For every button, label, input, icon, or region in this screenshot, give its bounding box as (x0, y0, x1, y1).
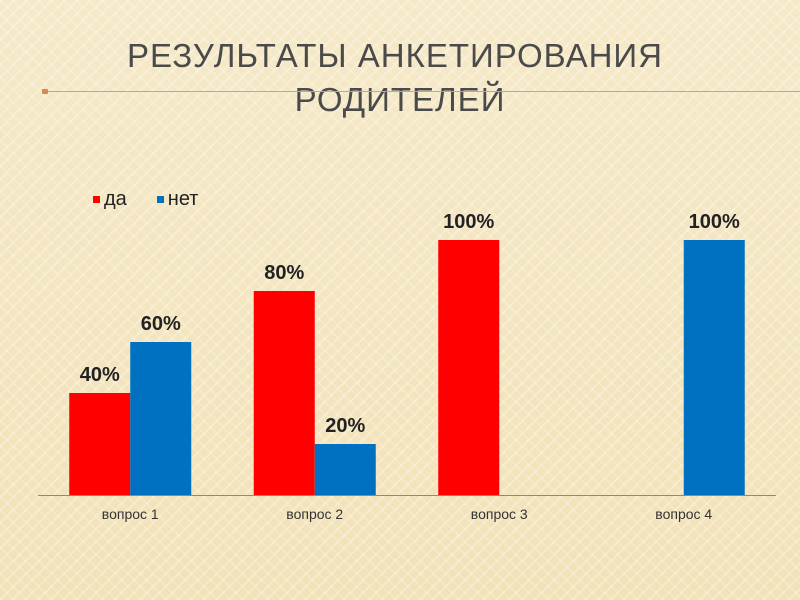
bar-no-1 (130, 342, 192, 495)
legend-item-no: нет (156, 187, 199, 211)
bar-yes-2 (253, 291, 315, 495)
legend-swatch-no (156, 195, 164, 203)
data-label-yes-2: 80% (264, 262, 304, 284)
bar-no-4 (683, 240, 745, 495)
title-divider-marker (42, 89, 48, 94)
slide-title-line-1: РЕЗУЛЬТАТЫ АНКЕТИРОВАНИЯ (127, 37, 663, 74)
x-tick-label-1: вопрос 1 (102, 506, 159, 522)
legend-label-no: нет (167, 187, 199, 210)
data-label-yes-1: 40% (80, 364, 120, 386)
data-label-no-1: 60% (141, 313, 181, 335)
bar-no-2 (314, 444, 376, 495)
data-label-no-2: 20% (325, 415, 365, 437)
legend-item-yes: да (93, 188, 127, 211)
title-divider (48, 91, 800, 92)
chart-legend: да нет (93, 187, 198, 211)
x-tick-label-3: вопрос 3 (471, 506, 528, 522)
bar-yes-3 (438, 240, 500, 495)
x-tick-label-2: вопрос 2 (286, 506, 343, 522)
data-label-yes-3: 100% (443, 211, 494, 233)
legend-swatch-yes (93, 195, 100, 203)
slide-title: РЕЗУЛЬТАТЫ АНКЕТИРОВАНИЯ РОДИТЕЛЕЙ (0, 34, 800, 122)
x-tick-label-4: вопрос 4 (655, 506, 712, 522)
slide-title-line-2: РОДИТЕЛЕЙ (294, 81, 506, 118)
data-label-no-4: 100% (689, 211, 740, 233)
bar-yes-1 (69, 393, 131, 495)
legend-label-yes: да (104, 187, 127, 210)
